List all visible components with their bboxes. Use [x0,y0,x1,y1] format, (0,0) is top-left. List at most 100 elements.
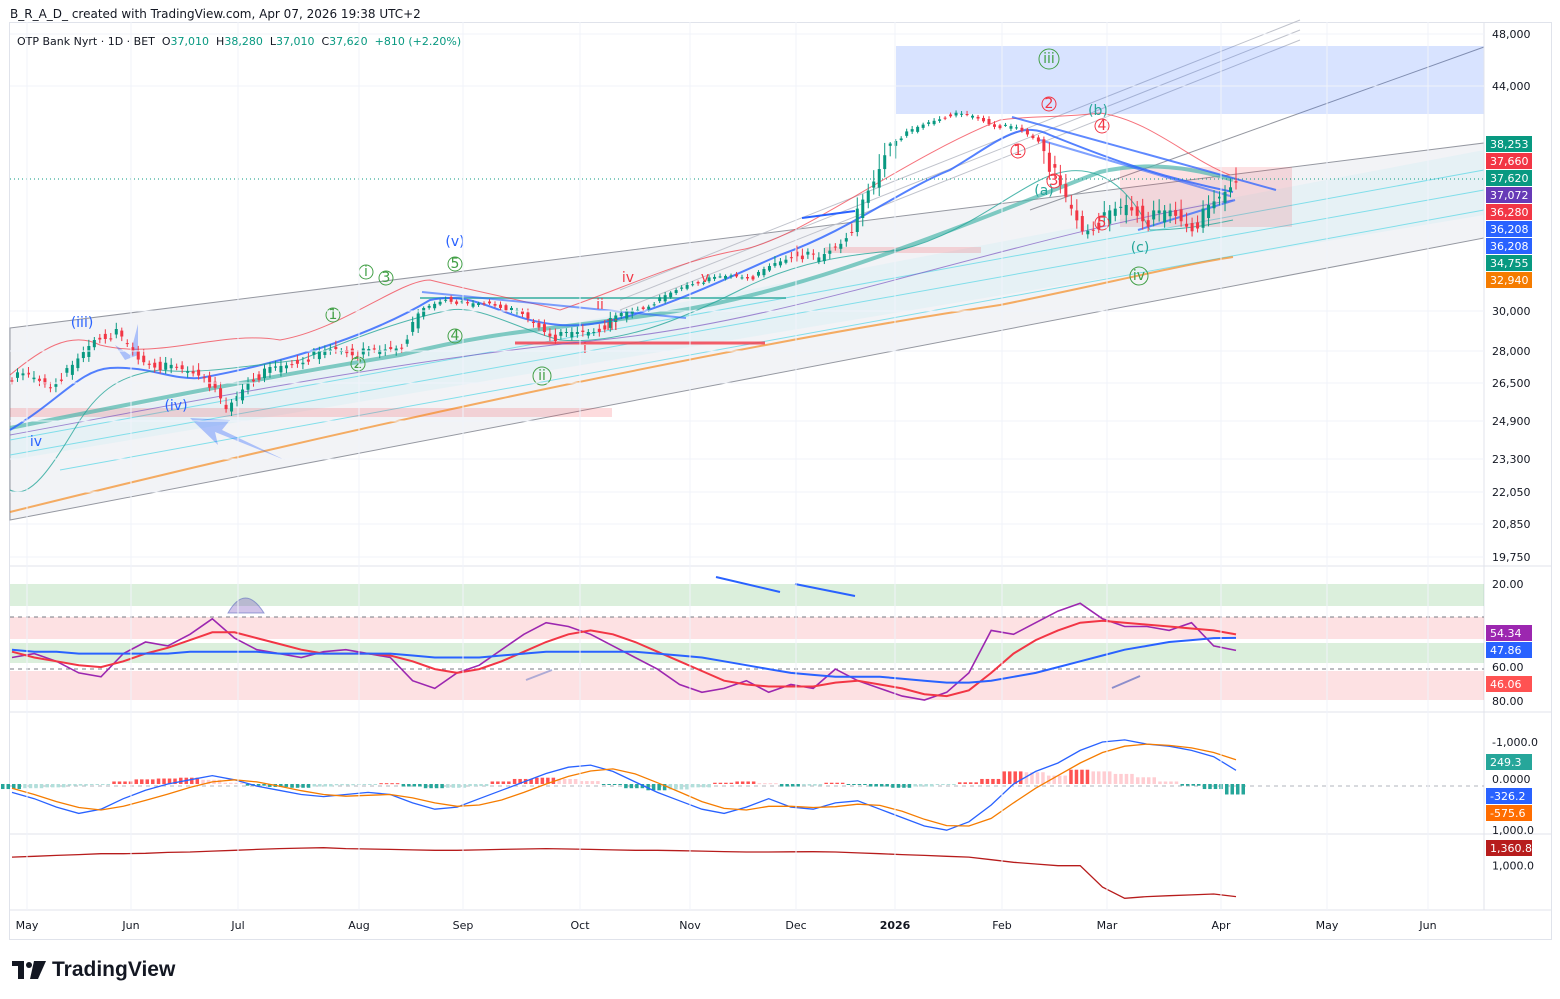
candle-body [1108,210,1112,224]
macd-histogram-bar [807,784,812,786]
cumulative-series-line [11,847,1237,899]
macd-histogram-bar [245,784,250,786]
macd-histogram-bar [345,784,350,786]
price-axis-label: 44,000 [1492,80,1531,93]
macd-histogram-bar [746,781,750,784]
candle-body [992,124,996,127]
bollinger-upper [9,112,1231,376]
candle-body [603,325,607,330]
candle-body [669,292,673,298]
candle-body [433,303,437,309]
macd-histogram-bar [451,784,456,788]
price-tag-bg [1486,272,1532,288]
macd-histogram-bar [507,781,511,784]
candle-body [971,115,975,118]
macd-histogram-bar [1191,784,1195,786]
candle-body [877,169,881,188]
macd-histogram-bar [1180,784,1184,786]
candle-body [833,246,837,248]
macd-histogram-bar [351,784,355,786]
macd-histogram-bar [1124,773,1129,784]
axis-layer: 48,000 44,000 30,000 28,000 26,500 24,900 23,3… [10,22,1538,932]
candle-body [982,117,986,122]
macd-histogram-bar [1057,775,1062,784]
candle-body [1229,187,1233,193]
candle-body [416,313,420,329]
candle-body [1135,206,1139,216]
macd-histogram-bar [963,782,967,784]
macd-histogram-bar [957,782,962,784]
macd-histogram-bar [601,784,606,785]
high-label: H [216,35,225,48]
candle-body [1234,181,1238,183]
candle-body [526,312,530,319]
price-tag-bg [1486,136,1532,152]
candle-body [235,396,239,401]
candle-body [619,313,623,317]
wave-label-circle [532,366,552,386]
candle-body [120,330,124,337]
macd-histogram-bar [1230,784,1234,795]
macd-axis-label: 1,000.0 [1492,824,1534,837]
macd-histogram-bar [496,781,500,784]
candle-body [976,116,980,119]
macd-histogram-bar [206,779,211,784]
candle-body [405,339,409,344]
candle-body [43,378,47,385]
candle-body [252,379,256,382]
candle-body [81,352,85,359]
wave-label: ii [538,368,546,384]
wave-label: iii [1043,51,1055,67]
candle-body [559,332,563,336]
candle-body [142,355,146,363]
candle-body [883,155,887,170]
wave-label-circle [378,270,394,286]
candle-body [477,303,481,305]
time-axis-label: Nov [679,919,701,932]
candle-body [334,346,338,349]
macd-histogram-bar [885,784,889,787]
macd-histogram-bar [835,782,839,784]
candle-body [1058,175,1062,186]
candle-body [927,122,931,124]
macd-histogram-bar [1113,773,1118,784]
macd-histogram-bar [1241,784,1245,795]
macd-histogram-bar [857,784,862,785]
macd-histogram-bar [234,782,239,784]
candle-body [1141,205,1145,222]
macd-histogram-bar [796,784,800,787]
candle-body [954,112,958,116]
macd-histogram-bar [585,781,589,784]
candle-body [230,402,234,412]
price-tag: 38,253 [1490,138,1529,151]
candle-body [1163,210,1167,223]
macd-histogram-bar [518,778,522,784]
wave-label: i [583,341,587,357]
macd-histogram-bar [802,784,806,786]
candle-body [537,323,541,328]
tradingview-logo-text: TradingView [52,958,176,981]
macd-histogram-bar [579,781,584,784]
candle-body [32,377,36,380]
consolidation-zone [1120,167,1292,227]
wave-label-circle [447,256,463,272]
candle-body [306,359,310,362]
macd-histogram-bar [785,784,789,787]
macd-histogram-tag: 249.3 [1490,756,1522,769]
macd-histogram-bar [751,781,756,784]
macd-histogram-bar [434,784,439,789]
macd-histogram-bar [262,784,266,786]
macd-histogram-bar [529,778,533,784]
candle-body [735,274,739,277]
macd-histogram-bar [462,784,467,788]
macd-histogram-bar [618,784,622,785]
macd-histogram-bar [362,784,367,785]
macd-histogram-bar [941,784,945,785]
wave-label: 4 [1098,118,1107,134]
tradingview-logo[interactable]: TradingView [12,958,175,982]
ma-20-line [9,129,1234,431]
macd-histogram-bar [1018,771,1023,784]
candle-body [745,277,749,279]
candle-body [630,310,634,314]
